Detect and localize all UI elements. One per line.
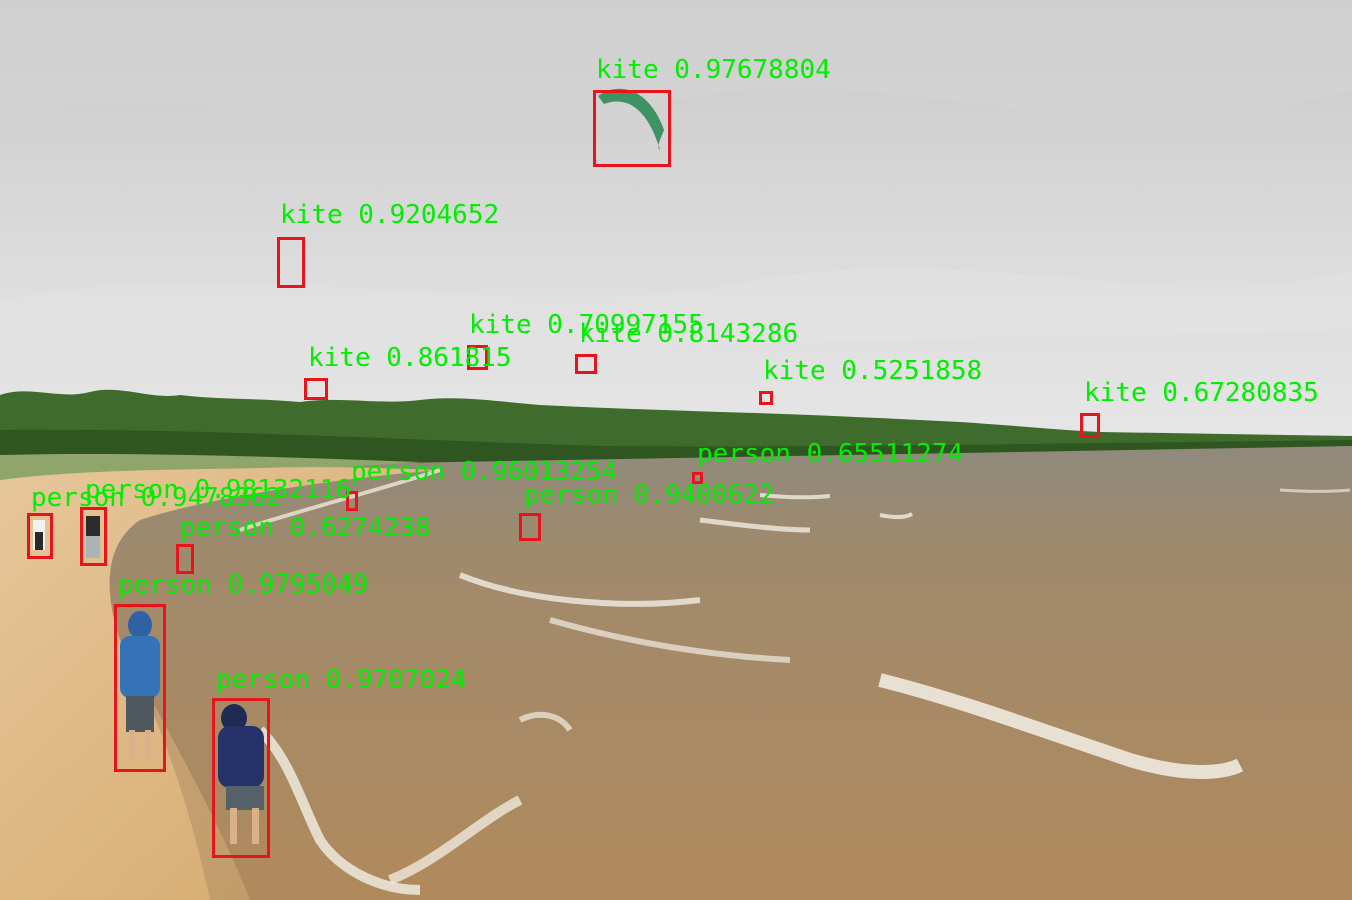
detection-label: person 0.9478362: [31, 483, 282, 513]
detection-box: [692, 472, 703, 484]
detection-box: [80, 507, 107, 566]
detection-label: person 0.98132116: [85, 475, 352, 505]
detection-label: person 0.9400622: [524, 480, 775, 510]
detection-box: [114, 604, 166, 772]
detection-box: [1080, 413, 1100, 438]
detection-label: kite 0.67280835: [1084, 378, 1319, 408]
detection-label: kite 0.5251858: [763, 356, 983, 386]
detection-box: [467, 345, 488, 370]
detection-label: person 0.65511274: [697, 439, 964, 469]
detection-box: [593, 90, 671, 167]
detection-box: [575, 354, 597, 374]
detection-box: [277, 237, 305, 288]
detection-box: [346, 491, 358, 511]
detection-label: person 0.6274238: [180, 513, 431, 543]
detection-label: kite 0.97678804: [596, 55, 831, 85]
detection-label: person 0.9795049: [118, 570, 369, 600]
detection-box: [759, 391, 773, 405]
person-figure-1: [120, 611, 160, 760]
detection-label: person 0.9707024: [216, 665, 467, 695]
detection-label: kite 0.70997155: [469, 310, 704, 340]
detection-box: [176, 544, 194, 574]
person-figure-4: [33, 520, 45, 550]
detection-label: kite 0.861815: [308, 343, 512, 373]
detection-label: person 0.96013254: [351, 457, 618, 487]
detection-box: [304, 378, 328, 400]
detection-label: kite 0.8143286: [579, 319, 799, 349]
detection-box: [27, 513, 53, 559]
detection-box: [212, 698, 270, 858]
lake-water: [0, 440, 1352, 900]
person-figure-2: [218, 704, 264, 844]
sand-beach: [0, 467, 440, 900]
detection-box: [519, 513, 541, 541]
person-figure-3: [86, 516, 100, 558]
detection-label: kite 0.9204652: [280, 200, 500, 230]
